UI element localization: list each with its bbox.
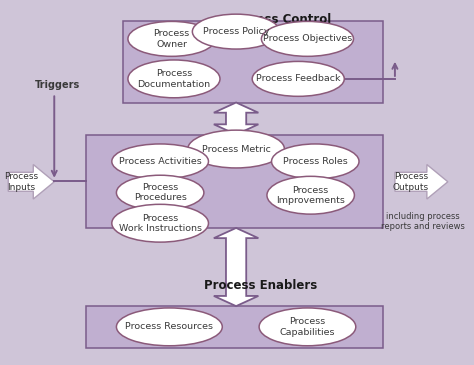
Text: Process Resources: Process Resources	[125, 322, 213, 331]
Text: Process Metric: Process Metric	[201, 145, 271, 154]
Text: Process: Process	[213, 141, 264, 154]
Text: Process
Outputs: Process Outputs	[393, 172, 429, 192]
Polygon shape	[395, 165, 448, 199]
Ellipse shape	[128, 60, 220, 98]
FancyBboxPatch shape	[123, 21, 383, 103]
Text: Process Control: Process Control	[227, 14, 331, 26]
Text: including process
reports and reviews: including process reports and reviews	[381, 212, 465, 231]
Ellipse shape	[112, 144, 209, 179]
Text: Process Activities: Process Activities	[119, 157, 201, 166]
Text: Process Objectives: Process Objectives	[263, 34, 352, 43]
Ellipse shape	[259, 308, 356, 346]
Text: Process
Capabilities: Process Capabilities	[280, 317, 335, 337]
Text: Process Enablers: Process Enablers	[204, 279, 317, 292]
Text: Process
Work Instructions: Process Work Instructions	[118, 214, 201, 233]
Ellipse shape	[272, 144, 359, 179]
Ellipse shape	[117, 175, 204, 210]
Text: Process
Documentation: Process Documentation	[137, 69, 210, 89]
Ellipse shape	[128, 22, 215, 56]
Ellipse shape	[267, 176, 355, 214]
Text: Process Policy: Process Policy	[203, 27, 269, 36]
Polygon shape	[214, 103, 258, 135]
Ellipse shape	[117, 308, 222, 346]
Text: Process
Inputs: Process Inputs	[4, 172, 38, 192]
Text: Process
Improvements: Process Improvements	[276, 185, 345, 205]
Text: Process
Procedures: Process Procedures	[134, 183, 187, 202]
Ellipse shape	[262, 22, 354, 56]
Polygon shape	[8, 165, 54, 199]
Text: Process Feedback: Process Feedback	[256, 74, 340, 83]
Ellipse shape	[252, 61, 344, 96]
Ellipse shape	[188, 130, 284, 168]
Ellipse shape	[192, 14, 280, 49]
Text: Triggers: Triggers	[35, 80, 80, 90]
Text: Process
Owner: Process Owner	[154, 29, 190, 49]
Polygon shape	[214, 228, 258, 306]
FancyBboxPatch shape	[86, 135, 383, 228]
Ellipse shape	[112, 204, 209, 242]
Text: Process Roles: Process Roles	[283, 157, 347, 166]
FancyBboxPatch shape	[86, 306, 383, 348]
